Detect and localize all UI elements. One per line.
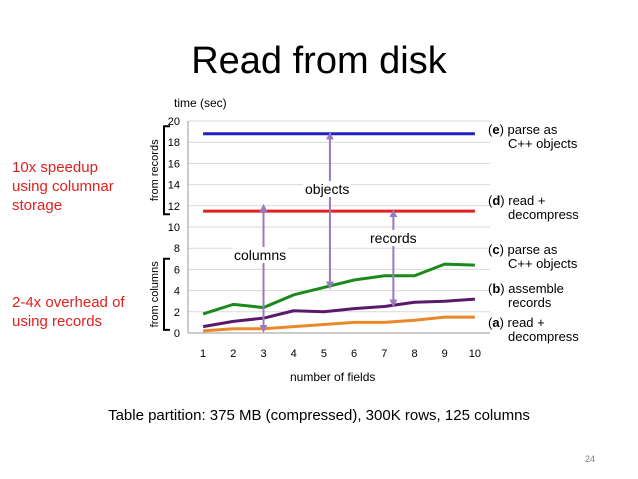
x-tick-label: 7 [381,348,387,360]
series-label-text: ) read + [499,315,545,330]
series-label-line2: decompress [508,207,579,222]
series-label-e: (e) parse as C++ objects [488,123,633,151]
x-tick-label: 1 [200,348,206,360]
series-label-paren: ( [488,122,493,137]
x-axis-title: number of fields [290,370,376,384]
series-label-line2: C++ objects [508,136,578,151]
objects-annotation: objects [303,181,352,197]
x-tick-label: 9 [442,348,448,360]
series-label-line1: (e) parse as [488,123,633,137]
series-label-line2: C++ objects [508,256,578,271]
y-tick-label: 6 [174,264,180,276]
series-label-d: (d) read + decompress [488,194,633,222]
page-number: 24 [585,454,596,464]
x-tick-label: 10 [469,348,481,360]
from-columns-bracket [163,257,170,331]
series-label-code: c [492,242,500,257]
series-label-a: (a) read + decompress [488,316,633,344]
overhead-note: 2-4x overhead of using records [12,294,125,330]
x-tick-label: 8 [411,348,417,360]
series-label-text: ) read + [500,193,546,208]
speedup-note: 10x speedup using columnar storage [12,159,114,214]
slide-title: Read from disk [191,40,447,82]
series-label-paren: ( [488,281,493,296]
series-label-text: ) parse as [499,242,558,257]
series-label-b: (b) assemble records [488,282,633,310]
y-tick-label: 18 [168,137,180,149]
y-tick-label: 10 [168,222,180,234]
series-label-paren: ( [488,315,493,330]
series-label-paren: ( [488,193,493,208]
series-label-text: ) assemble [500,281,564,296]
y-tick-label: 12 [168,201,180,213]
series-label-c: (c) parse as C++ objects [488,243,633,271]
series-line-a [202,315,475,333]
series-label-line2: records [508,295,552,310]
x-tick-label: 2 [230,348,236,360]
x-tick-label: 4 [291,348,297,360]
chart-series [202,132,476,333]
y-tick-label: 4 [174,286,180,298]
from-records-label: from records [149,139,161,201]
from-columns-label: from columns [149,261,161,328]
y-axis-title: time (sec) [174,96,227,110]
series-label-text: ) parse as [499,122,558,137]
x-tick-label: 6 [351,348,357,360]
series-label-line1: (b) assemble [488,282,633,296]
series-line-b [202,297,476,329]
x-tick-label: 3 [260,348,266,360]
series-label-line1: (d) read + [488,194,633,208]
columns-annotation: columns [232,247,289,263]
series-line-c [202,262,475,316]
y-tick-label: 16 [168,158,180,170]
chart-brackets: from records from columns [149,125,170,331]
y-tick-label: 0 [174,328,180,340]
chart-arrows [259,131,398,333]
x-tick-label: 5 [321,348,327,360]
series-label-line2: decompress [508,329,579,344]
series-label-line1: (c) parse as [488,243,633,257]
series-label-code: b [492,281,501,296]
records-annotation: records [368,230,419,246]
y-tick-label: 2 [174,307,180,319]
series-label-line1: (a) read + [488,316,633,330]
footer-caption: Table partition: 375 MB (compressed), 30… [108,407,530,424]
series-label-code: e [492,122,500,137]
y-tick-label: 14 [168,180,180,192]
chart-grid [188,120,490,334]
y-tick-label: 20 [168,116,180,128]
from-records-bracket [163,125,170,216]
series-label-code: a [492,315,500,330]
series-label-paren: ( [488,242,493,257]
series-label-code: d [492,193,501,208]
y-tick-label: 8 [174,243,180,255]
